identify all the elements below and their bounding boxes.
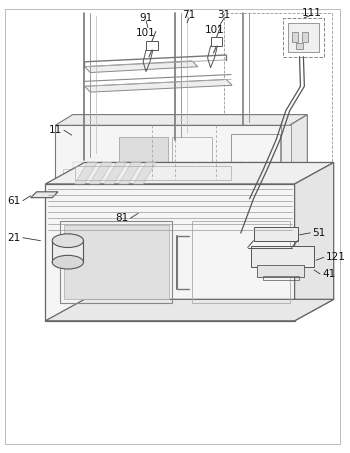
Bar: [119, 137, 168, 164]
Bar: [173, 137, 211, 164]
Bar: [198, 163, 208, 169]
Ellipse shape: [52, 255, 84, 269]
Text: 81: 81: [115, 213, 128, 223]
Polygon shape: [84, 61, 198, 72]
Polygon shape: [46, 184, 295, 321]
Bar: [135, 169, 142, 176]
Text: 31: 31: [218, 10, 231, 20]
Polygon shape: [295, 163, 334, 321]
Bar: [258, 265, 304, 277]
Bar: [210, 163, 220, 169]
Bar: [253, 227, 298, 241]
Bar: [52, 241, 84, 262]
Bar: [94, 169, 102, 176]
Bar: [223, 163, 233, 169]
Polygon shape: [104, 163, 126, 184]
Bar: [248, 169, 256, 176]
Bar: [227, 169, 235, 176]
Bar: [98, 163, 107, 169]
Bar: [206, 169, 215, 176]
Bar: [64, 225, 168, 299]
Bar: [84, 169, 91, 176]
Bar: [279, 169, 286, 176]
Text: 111: 111: [302, 8, 322, 18]
Bar: [145, 169, 153, 176]
Text: 41: 41: [322, 269, 335, 279]
Bar: [110, 163, 120, 169]
Bar: [176, 169, 184, 176]
Text: 21: 21: [8, 233, 21, 243]
Bar: [148, 163, 158, 169]
Bar: [237, 169, 245, 176]
Bar: [251, 246, 314, 267]
Text: 91: 91: [139, 13, 153, 23]
Text: 71: 71: [182, 10, 196, 20]
Bar: [146, 41, 158, 50]
Polygon shape: [46, 299, 334, 321]
Bar: [186, 169, 194, 176]
Bar: [263, 276, 299, 280]
Bar: [114, 169, 122, 176]
Polygon shape: [290, 115, 307, 179]
Bar: [73, 169, 81, 176]
Bar: [302, 33, 308, 42]
Text: 121: 121: [326, 252, 346, 262]
Text: 61: 61: [8, 196, 21, 206]
Bar: [75, 166, 231, 180]
Bar: [60, 221, 173, 303]
Polygon shape: [133, 163, 156, 184]
Text: 11: 11: [49, 125, 62, 135]
Bar: [285, 163, 295, 169]
Bar: [166, 169, 173, 176]
Bar: [192, 221, 290, 303]
Bar: [155, 169, 163, 176]
Bar: [296, 43, 303, 49]
Bar: [73, 163, 83, 169]
Text: 51: 51: [312, 228, 326, 238]
Bar: [63, 169, 71, 176]
Bar: [173, 163, 183, 169]
Ellipse shape: [52, 234, 84, 247]
Bar: [123, 163, 133, 169]
Bar: [260, 163, 270, 169]
Bar: [85, 163, 95, 169]
Bar: [258, 169, 266, 176]
Bar: [281, 125, 291, 174]
Polygon shape: [55, 125, 290, 179]
Polygon shape: [46, 163, 334, 184]
Bar: [125, 169, 132, 176]
Polygon shape: [84, 79, 232, 92]
Polygon shape: [89, 163, 112, 184]
Polygon shape: [31, 192, 58, 198]
Text: 101: 101: [136, 29, 156, 39]
Bar: [160, 163, 170, 169]
Bar: [248, 163, 258, 169]
Text: 101: 101: [205, 24, 224, 34]
Bar: [292, 33, 298, 42]
Bar: [224, 13, 332, 164]
Bar: [268, 169, 276, 176]
Bar: [186, 163, 195, 169]
Polygon shape: [55, 115, 307, 125]
Bar: [283, 18, 324, 57]
Polygon shape: [119, 163, 141, 184]
Bar: [196, 169, 204, 176]
Bar: [288, 23, 319, 52]
Bar: [135, 163, 145, 169]
Bar: [235, 163, 245, 169]
Polygon shape: [75, 163, 97, 184]
Bar: [231, 134, 280, 171]
Bar: [217, 169, 225, 176]
Bar: [104, 169, 112, 176]
Bar: [211, 38, 222, 46]
Bar: [273, 163, 283, 169]
